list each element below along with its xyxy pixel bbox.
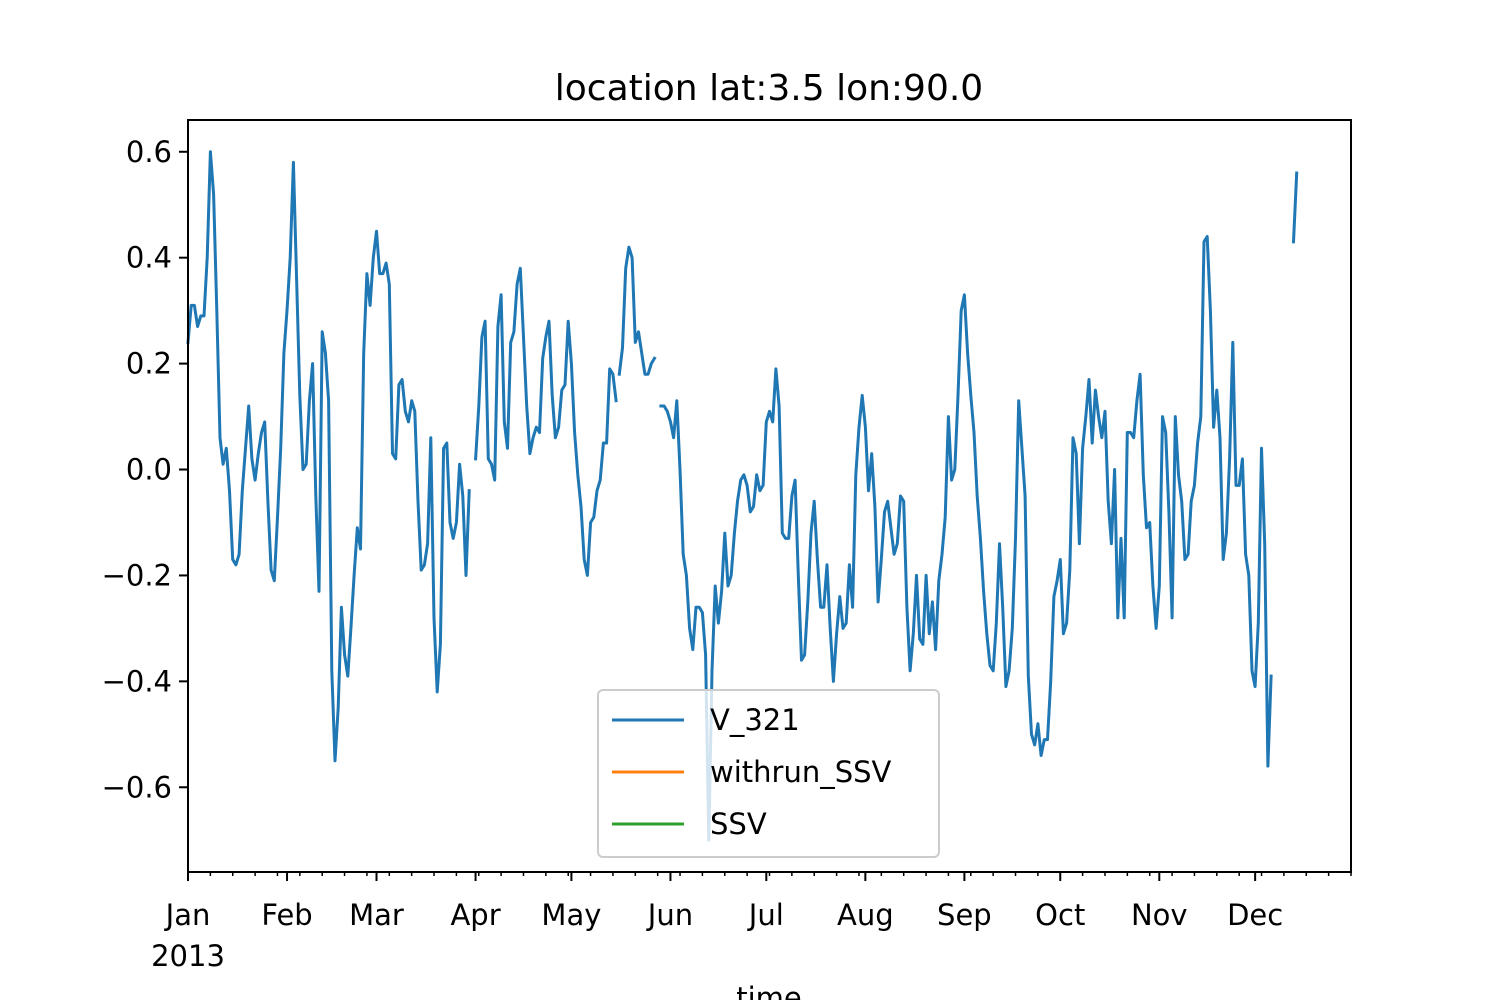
x-tick-label: Jun: [646, 898, 693, 932]
legend: V_321 withrun_SSV SSV: [597, 689, 940, 858]
y-tick-label: 0.2: [126, 347, 172, 381]
x-tick-label: Feb: [261, 898, 312, 932]
x-tick-year-label: 2013: [151, 939, 225, 973]
x-tick-label: Jan: [164, 898, 211, 932]
series-layer: [186, 150, 1299, 842]
chart-title: location lat:3.5 lon:90.0: [555, 68, 983, 109]
legend-frame: [597, 689, 940, 858]
x-tick-label: May: [541, 898, 601, 932]
series-line-0-segment-4: [1291, 171, 1299, 244]
x-tick-label: Jul: [747, 898, 784, 932]
x-tick-label: Oct: [1035, 898, 1085, 932]
series-line-0-segment-0: [186, 150, 471, 763]
x-axis-label: time: [736, 981, 802, 1000]
legend-label-2: SSV: [710, 807, 767, 841]
x-tick-label: Sep: [937, 898, 992, 932]
y-tick-label: 0.6: [126, 135, 172, 169]
y-tick-label: 0.0: [126, 453, 172, 487]
x-tick-label: Dec: [1227, 898, 1283, 932]
y-tick-label: 0.4: [126, 241, 172, 275]
series-line-0-segment-1: [474, 266, 618, 577]
series-line-0-segment-2: [617, 245, 657, 376]
y-axis: 0.6 0.4 0.2 0.0 −0.2 −0.4 −0.6: [102, 135, 188, 804]
legend-label-1: withrun_SSV: [710, 755, 892, 789]
y-tick-label: −0.4: [102, 664, 172, 698]
x-tick-label: Apr: [450, 898, 500, 932]
x-tick-label: Aug: [837, 898, 894, 932]
y-tick-label: −0.2: [102, 558, 172, 592]
x-tick-label: Nov: [1131, 898, 1188, 932]
x-axis: Jan 2013 Feb Mar Apr May Jun Jul Aug Sep Oct Nov Dec: [151, 872, 1352, 973]
series-line-0-segment-3: [659, 235, 1273, 842]
y-tick-label: −0.6: [102, 770, 172, 804]
legend-label-0: V_321: [710, 703, 800, 737]
x-tick-label: Mar: [349, 898, 404, 932]
